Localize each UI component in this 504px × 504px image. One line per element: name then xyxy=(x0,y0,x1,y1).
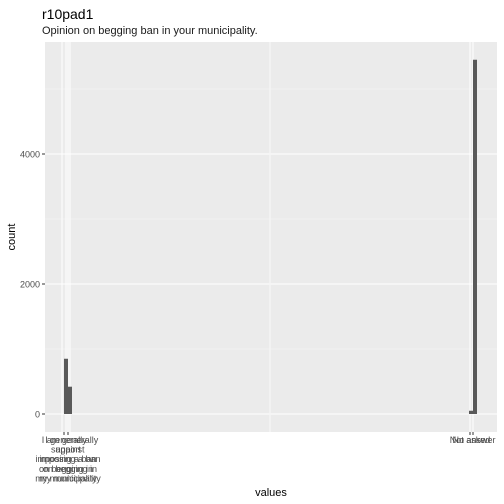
x-axis-title: values xyxy=(255,487,287,499)
x-tick-label: imposing a ban xyxy=(39,454,100,464)
x-tick-label: No answer xyxy=(452,435,495,445)
x-tick-label: Not asked xyxy=(450,435,491,445)
bar xyxy=(473,59,477,414)
x-tick-label: support xyxy=(51,445,82,455)
x-tick-label: I am generally xyxy=(42,435,99,445)
y-tick-label: 2000 xyxy=(20,280,40,290)
bar xyxy=(68,386,72,414)
chart-subtitle: Opinion on begging ban in your municipal… xyxy=(42,25,258,37)
y-tick-label: 0 xyxy=(35,410,40,420)
plot-panel xyxy=(45,42,497,432)
x-tick-label: on begging in xyxy=(43,464,97,474)
y-tick-label: 4000 xyxy=(20,150,40,160)
x-tick-label: imposing a ban xyxy=(35,454,96,464)
bar xyxy=(64,358,68,414)
x-tick-label: I generally xyxy=(45,435,87,445)
y-axis-title: count xyxy=(6,224,18,251)
x-tick-label: on begging in xyxy=(39,464,93,474)
chart-title: r10pad1 xyxy=(42,6,94,22)
x-tick-label: my municipality xyxy=(35,473,97,483)
bar xyxy=(469,410,473,414)
x-tick-label: my municipality xyxy=(39,473,101,483)
x-tick-label: against xyxy=(55,445,85,455)
